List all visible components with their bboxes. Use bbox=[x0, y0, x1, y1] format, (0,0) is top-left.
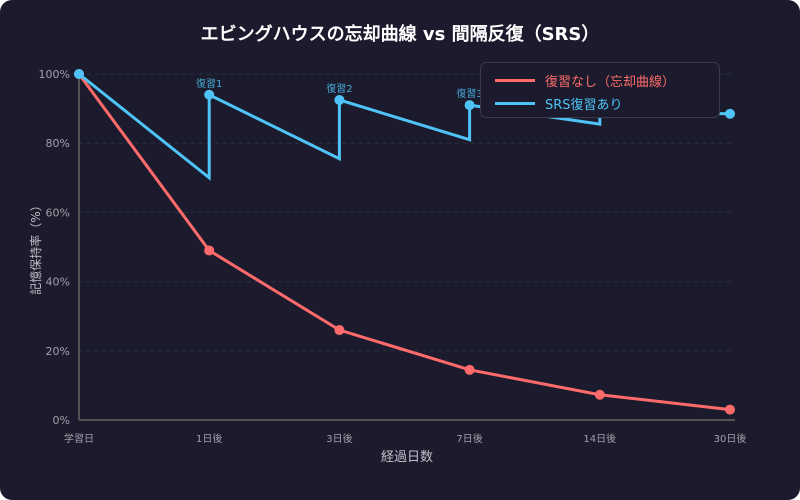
x-tick-label: 30日後 bbox=[714, 432, 747, 445]
y-tick-label: 100% bbox=[39, 68, 70, 81]
data-point bbox=[74, 69, 84, 79]
y-axis-label: 記憶保持率（%） bbox=[28, 199, 43, 294]
legend-swatch-blue bbox=[495, 102, 535, 105]
y-tick-label: 40% bbox=[46, 276, 70, 289]
data-point bbox=[725, 108, 735, 119]
legend-item-forgetting[interactable]: 復習なし（忘却曲線） bbox=[495, 71, 675, 90]
y-tick-label: 60% bbox=[46, 206, 70, 219]
legend-swatch-red bbox=[495, 79, 535, 82]
data-point bbox=[334, 94, 345, 105]
chart-title: エビングハウスの忘却曲線 vs 間隔反復（SRS） bbox=[200, 24, 600, 45]
x-tick-label: 3日後 bbox=[326, 432, 352, 445]
legend-label: 復習なし（忘却曲線） bbox=[545, 75, 676, 90]
series-line-0 bbox=[77, 73, 731, 412]
x-tick-label: 1日後 bbox=[196, 432, 222, 445]
x-tick-label: 7日後 bbox=[456, 432, 482, 445]
x-tick-label: 14日後 bbox=[583, 432, 616, 445]
data-point bbox=[464, 100, 475, 111]
data-point bbox=[464, 364, 475, 375]
y-tick-label: 20% bbox=[46, 345, 70, 358]
data-point bbox=[204, 89, 215, 100]
y-tick-label: 0% bbox=[53, 414, 70, 427]
x-axis-label: 経過日数 bbox=[381, 450, 433, 465]
y-tick-label: 80% bbox=[46, 137, 70, 150]
data-point bbox=[334, 325, 345, 336]
x-tick-label: 学習日 bbox=[64, 432, 94, 445]
legend-item-srs[interactable]: SRS復習あり bbox=[495, 94, 623, 113]
data-point bbox=[204, 245, 215, 256]
review-label: 復習2 bbox=[326, 82, 352, 95]
data-point bbox=[594, 389, 605, 400]
legend-label: SRS復習あり bbox=[545, 98, 623, 113]
review-label: 復習3 bbox=[456, 87, 482, 100]
data-point bbox=[725, 404, 735, 415]
review-label: 復習1 bbox=[196, 77, 222, 90]
series-line-1 bbox=[78, 72, 731, 181]
legend: 復習なし（忘却曲線） SRS復習あり bbox=[480, 62, 720, 118]
